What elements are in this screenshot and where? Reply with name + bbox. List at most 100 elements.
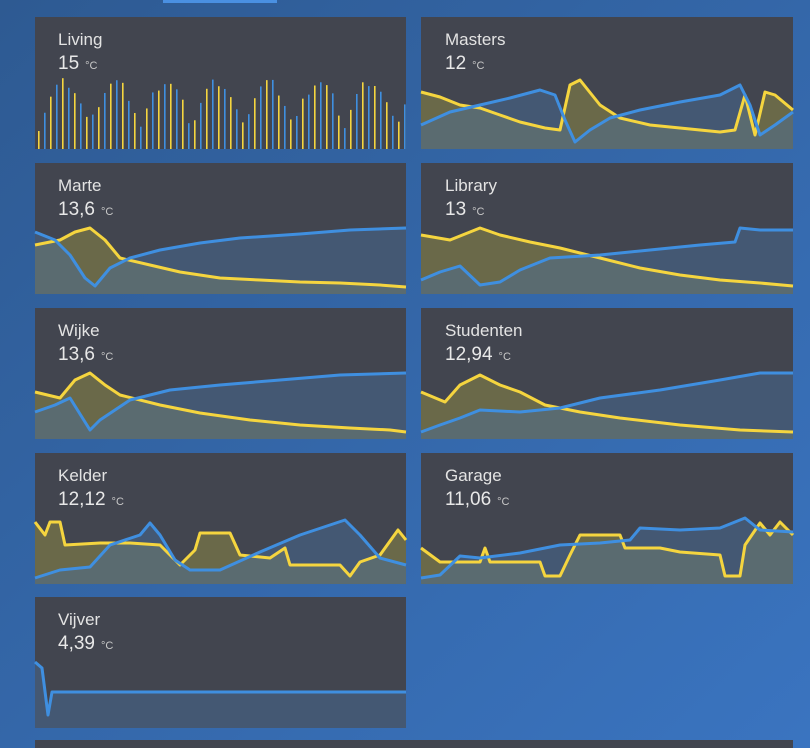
card-name: Living <box>58 30 102 49</box>
area <box>35 228 406 294</box>
bar <box>362 82 364 149</box>
card-unit: °C <box>101 640 113 652</box>
bar <box>98 107 100 149</box>
bar <box>140 126 142 149</box>
bar-graph <box>38 78 406 149</box>
card-value: 4,39 <box>58 633 95 654</box>
line <box>420 373 794 434</box>
bar <box>392 115 394 149</box>
bar <box>122 82 124 149</box>
bar <box>68 87 70 149</box>
bar <box>188 123 190 149</box>
bar <box>56 84 58 149</box>
card-name: Garage <box>445 466 502 485</box>
bar <box>38 131 40 149</box>
area <box>35 373 406 439</box>
bar <box>338 115 340 149</box>
bar <box>92 114 94 149</box>
card-name: Studenten <box>445 321 523 340</box>
bar <box>176 89 178 149</box>
bar <box>320 82 322 149</box>
card-name: Masters <box>445 30 505 49</box>
bar <box>350 109 352 149</box>
bar <box>74 93 76 149</box>
card-unit: °C <box>499 351 511 363</box>
card-unit: °C <box>101 351 113 363</box>
area <box>421 522 793 584</box>
bar <box>260 86 262 149</box>
bar <box>290 119 292 149</box>
bar <box>50 96 52 149</box>
tab-indicator <box>163 0 277 3</box>
bar <box>278 95 280 149</box>
area <box>35 373 406 439</box>
line <box>34 371 407 432</box>
bar <box>308 94 310 149</box>
bar <box>170 83 172 149</box>
line <box>420 83 794 144</box>
card-name: Library <box>445 176 497 195</box>
line <box>34 660 406 717</box>
bar <box>86 116 88 149</box>
line <box>420 226 793 287</box>
line <box>420 516 794 580</box>
bar <box>302 98 304 149</box>
bar <box>284 105 286 149</box>
bar <box>206 88 208 149</box>
bar <box>194 120 196 149</box>
line <box>33 520 408 578</box>
bar <box>254 98 256 149</box>
card-name: Wijke <box>58 321 100 340</box>
bar <box>380 91 382 149</box>
bar <box>218 86 220 149</box>
card-unit: °C <box>85 60 97 72</box>
bar <box>356 93 358 149</box>
bar <box>110 83 112 149</box>
bar <box>224 88 226 149</box>
card-value: 13,6 <box>58 199 95 220</box>
area <box>35 520 406 584</box>
bar <box>236 109 238 149</box>
card-value: 13 <box>445 199 466 220</box>
bar <box>44 112 46 149</box>
bar <box>200 102 202 149</box>
bar <box>146 108 148 149</box>
card-name: Vijver <box>58 610 101 629</box>
bar <box>212 79 214 149</box>
bar <box>128 100 130 149</box>
card-value: 12,12 <box>58 489 106 510</box>
card[interactable] <box>35 17 406 149</box>
bar <box>104 92 106 149</box>
bar <box>332 93 334 149</box>
card-name: Kelder <box>58 466 107 485</box>
bar <box>374 86 376 149</box>
bar <box>152 92 154 149</box>
card[interactable] <box>35 597 406 728</box>
card-value: 12,94 <box>445 344 493 365</box>
card-unit: °C <box>472 206 484 218</box>
bar <box>266 80 268 149</box>
line <box>34 371 407 434</box>
card-unit: °C <box>112 496 124 508</box>
bar <box>296 115 298 149</box>
area <box>421 518 793 584</box>
bar <box>368 86 370 149</box>
bar <box>80 103 82 149</box>
bar <box>182 99 184 149</box>
bar <box>164 84 166 149</box>
area <box>35 228 406 294</box>
bar <box>272 79 274 149</box>
bar <box>404 104 406 149</box>
card-value: 12 <box>445 53 466 74</box>
card-edge <box>35 740 793 748</box>
bar <box>242 122 244 149</box>
bar <box>398 121 400 149</box>
sparklines <box>33 78 795 728</box>
line <box>420 226 794 288</box>
bar <box>314 85 316 149</box>
area <box>35 662 406 728</box>
line <box>34 518 407 580</box>
card-name: Marte <box>58 176 101 195</box>
